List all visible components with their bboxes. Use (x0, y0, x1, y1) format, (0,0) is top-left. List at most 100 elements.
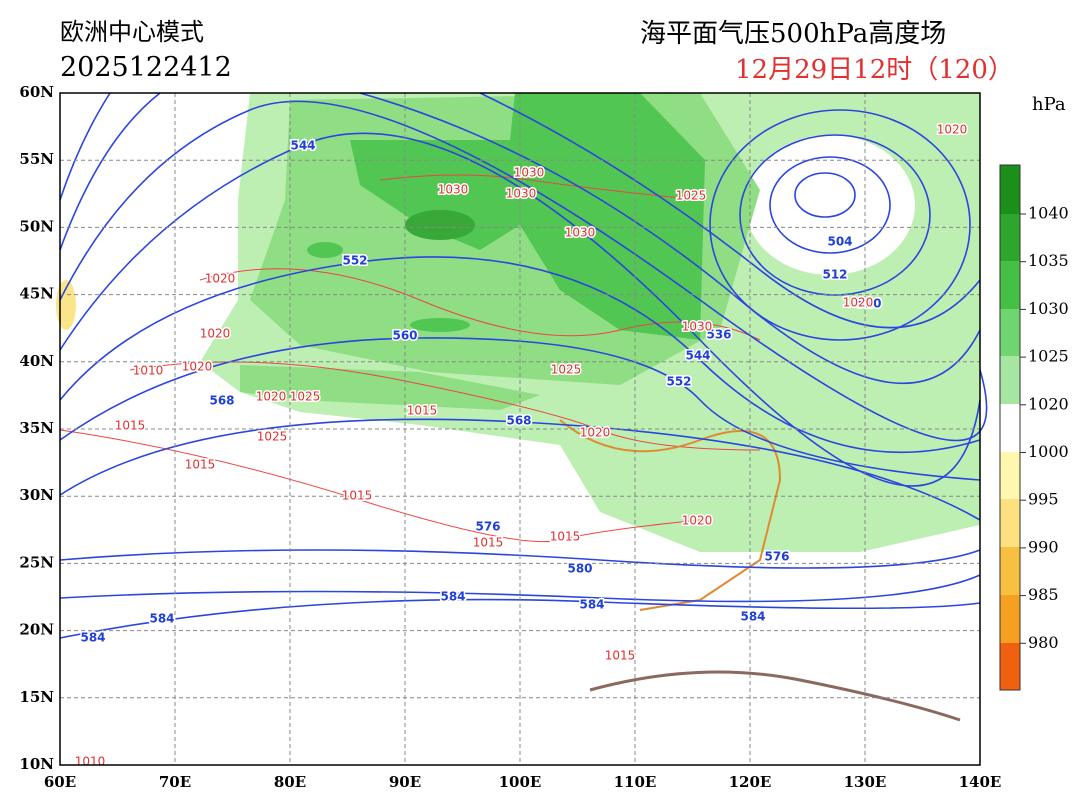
height-label: 504 (827, 235, 852, 249)
height-label: 544 (685, 349, 710, 363)
height-label: 544 (290, 139, 315, 153)
pressure-label: 1020 (580, 426, 611, 440)
lat-label: 35N (19, 419, 54, 437)
lon-label: 80E (274, 773, 306, 791)
height-label: 552 (666, 375, 691, 389)
pressure-label: 1025 (257, 430, 288, 444)
colorbar-label: 995 (1028, 490, 1059, 509)
pressure-label: 1015 (550, 530, 581, 544)
pressure-label: 1030 (565, 226, 596, 240)
pressure-label: 1020 (256, 390, 287, 404)
lat-label: 55N (19, 150, 54, 168)
height-label: 584 (149, 612, 174, 626)
colorbar-label: 990 (1028, 537, 1059, 556)
lat-label: 45N (19, 285, 54, 303)
colorbar-label: 980 (1028, 633, 1059, 652)
height-label: 512 (822, 268, 847, 282)
colorbar-label: 1035 (1028, 251, 1069, 270)
low-center-area (745, 135, 915, 275)
colorbar-segment (1000, 404, 1020, 452)
lon-label: 70E (159, 773, 191, 791)
colorbar-segment (1000, 261, 1020, 309)
pressure-label: 1030 (682, 320, 713, 334)
height-label: 552 (342, 254, 367, 268)
height-label: 520 (856, 297, 881, 311)
pressure-label: 1030 (438, 183, 469, 197)
colorbar-label: 1000 (1028, 442, 1069, 461)
height-label: 576 (475, 520, 500, 534)
lat-label: 40N (19, 352, 54, 370)
height-label: 568 (506, 414, 531, 428)
lon-label: 140E (959, 773, 1002, 791)
height-label: 568 (209, 394, 234, 408)
map-area: 544 552 560 568 568 576 580 584 584 584 584 584 576 5… (56, 92, 988, 770)
map-frame (59, 92, 981, 766)
lon-label: 130E (844, 773, 887, 791)
lat-label: 15N (19, 688, 54, 706)
lon-label: 100E (499, 773, 542, 791)
height-label: 584 (440, 590, 465, 604)
colorbar-segment (1000, 643, 1020, 690)
pressure-shade-1030 (410, 318, 470, 332)
pressure-label: 1020 (200, 327, 231, 341)
pressure-label: 1025 (290, 390, 321, 404)
pressure-contours (59, 174, 961, 722)
height-label: 576 (764, 550, 789, 564)
pressure-label: 1030 (506, 187, 537, 201)
lat-label: 30N (19, 486, 54, 504)
lat-label: 10N (19, 755, 54, 773)
model-name: 欧洲中心模式 (60, 18, 204, 46)
lat-label: 20N (19, 621, 54, 639)
pressure-label: 1020 (182, 360, 213, 374)
colorbar-unit: hPa (1032, 94, 1066, 115)
lat-label: 25N (19, 553, 54, 571)
pressure-label: 1025 (676, 189, 707, 203)
pressure-label: 1015 (473, 536, 504, 550)
colorbar-label: 1020 (1028, 394, 1069, 413)
lat-label: 50N (19, 217, 54, 235)
colorbar-segment (1000, 214, 1020, 261)
lon-label: 110E (614, 773, 657, 791)
colorbar-frame (999, 164, 1021, 691)
valid-time: 12月29日12时（120） (735, 55, 1014, 85)
pressure-label: 1020 (682, 514, 713, 528)
pressure-label: 1020 (843, 296, 874, 310)
colorbar-segment (1000, 356, 1020, 404)
lon-label: 60E (44, 773, 76, 791)
height-label: 560 (392, 329, 417, 343)
pressure-label: 1020 (205, 272, 236, 286)
pressure-label: 1020 (937, 123, 968, 137)
pressure-shade-995 (56, 280, 76, 330)
pressure-label: 1015 (185, 458, 216, 472)
colorbar-segment (1000, 595, 1020, 643)
colorbar-segment (1000, 309, 1020, 356)
colorbar-label: 1025 (1028, 347, 1069, 366)
height-label: 584 (80, 631, 105, 645)
lat-label: 60N (19, 83, 54, 101)
colorbar-segment (1000, 165, 1020, 214)
colorbar-segment (1000, 452, 1020, 499)
pressure-shade-1035 (405, 210, 475, 240)
pressure-label: 1015 (342, 489, 373, 503)
grid (60, 93, 980, 765)
colorbar-label: 1030 (1028, 299, 1069, 318)
pressure-shade-1030 (307, 242, 343, 258)
lon-label: 90E (389, 773, 421, 791)
pressure-shade-1025 (240, 365, 540, 410)
colorbar-segment (1000, 499, 1020, 547)
pressure-shade-1030 (350, 93, 705, 340)
height-label: 584 (579, 598, 604, 612)
pressure-label: 1015 (605, 649, 636, 663)
pressure-label: 1010 (75, 755, 106, 769)
colorbar-label: 985 (1028, 585, 1059, 604)
height-label: 580 (567, 562, 592, 576)
pressure-label: 1025 (551, 363, 582, 377)
pressure-label: 1010 (133, 364, 164, 378)
init-time: 2025122412 (60, 52, 232, 83)
lon-label: 120E (729, 773, 772, 791)
colorbar-segment (1000, 547, 1020, 595)
height-label: 584 (740, 610, 765, 624)
pressure-label: 1030 (514, 166, 545, 180)
colorbar (999, 164, 1021, 691)
